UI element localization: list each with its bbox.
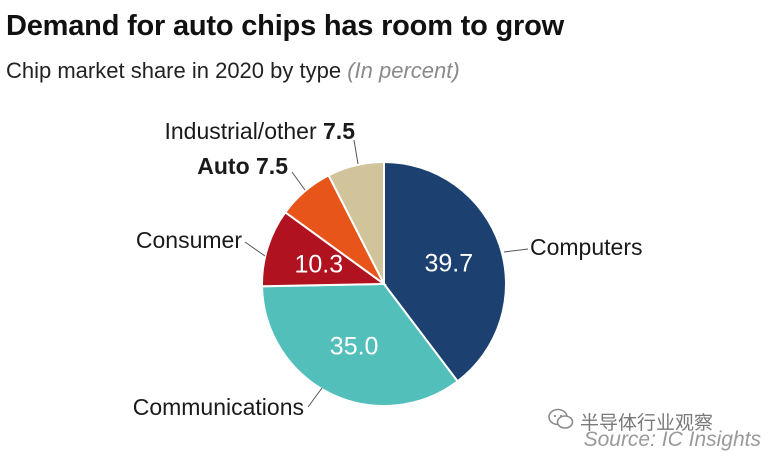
leader-line-industrial-other	[353, 139, 359, 165]
leader-line-computers	[503, 248, 529, 253]
subtitle-text: Chip market share in 2020 by type	[6, 58, 342, 83]
slice-label-communications: Communications	[133, 394, 304, 420]
leader-line-auto	[291, 171, 306, 191]
slice-value-computers: 39.7	[424, 249, 473, 277]
leader-line-consumer	[244, 241, 266, 257]
watermark-text: 半导体行业观察	[580, 413, 714, 434]
pie-slice-consumer	[261, 210, 388, 288]
source-note: Source: IC Insights	[583, 428, 761, 451]
leader-line-communications	[307, 387, 323, 408]
pie-slice-computers	[383, 160, 507, 383]
slice-label-consumer: Consumer	[136, 227, 242, 253]
slice-label-auto: Auto 7.5	[197, 153, 288, 179]
pie-slice-industrial-other	[327, 160, 385, 285]
chart-title: Demand for auto chips has room to grow	[6, 10, 564, 42]
slice-value-communications: 35.0	[330, 332, 379, 360]
subtitle-unit: (In percent)	[347, 58, 460, 83]
pie-slice-communications	[261, 282, 459, 407]
slice-value-consumer: 10.3	[294, 251, 343, 279]
wechat-icon	[548, 408, 574, 429]
chart-subtitle: Chip market share in 2020 by type (In pe…	[6, 58, 460, 84]
slice-label-computers: Computers	[530, 234, 642, 260]
slice-label-industrial-other: Industrial/other 7.5	[164, 118, 355, 144]
